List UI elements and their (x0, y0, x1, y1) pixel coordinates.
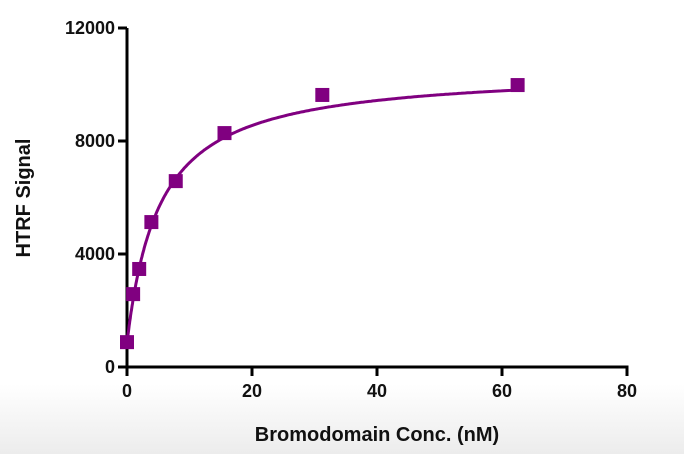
data-point (144, 215, 159, 230)
data-point (315, 87, 330, 102)
background-gradient (0, 384, 684, 454)
x-tick-label: 80 (617, 381, 637, 401)
y-tick-label: 4000 (75, 244, 115, 264)
x-tick-label: 20 (242, 381, 262, 401)
y-tick-label: 8000 (75, 131, 115, 151)
x-axis-label: Bromodomain Conc. (nM) (255, 424, 499, 446)
y-axis-label: HTRF Signal (13, 139, 35, 258)
x-tick-label: 40 (367, 381, 387, 401)
data-point (126, 287, 141, 302)
data-point (217, 126, 232, 141)
x-tick-label: 60 (492, 381, 512, 401)
y-tick-label: 0 (105, 357, 115, 377)
data-point (168, 174, 183, 189)
data-point (510, 78, 525, 93)
y-tick-label: 12000 (65, 18, 115, 38)
data-point (120, 335, 134, 350)
x-tick-label: 0 (122, 381, 132, 401)
fit-curve (125, 88, 518, 343)
data-point (132, 261, 147, 276)
